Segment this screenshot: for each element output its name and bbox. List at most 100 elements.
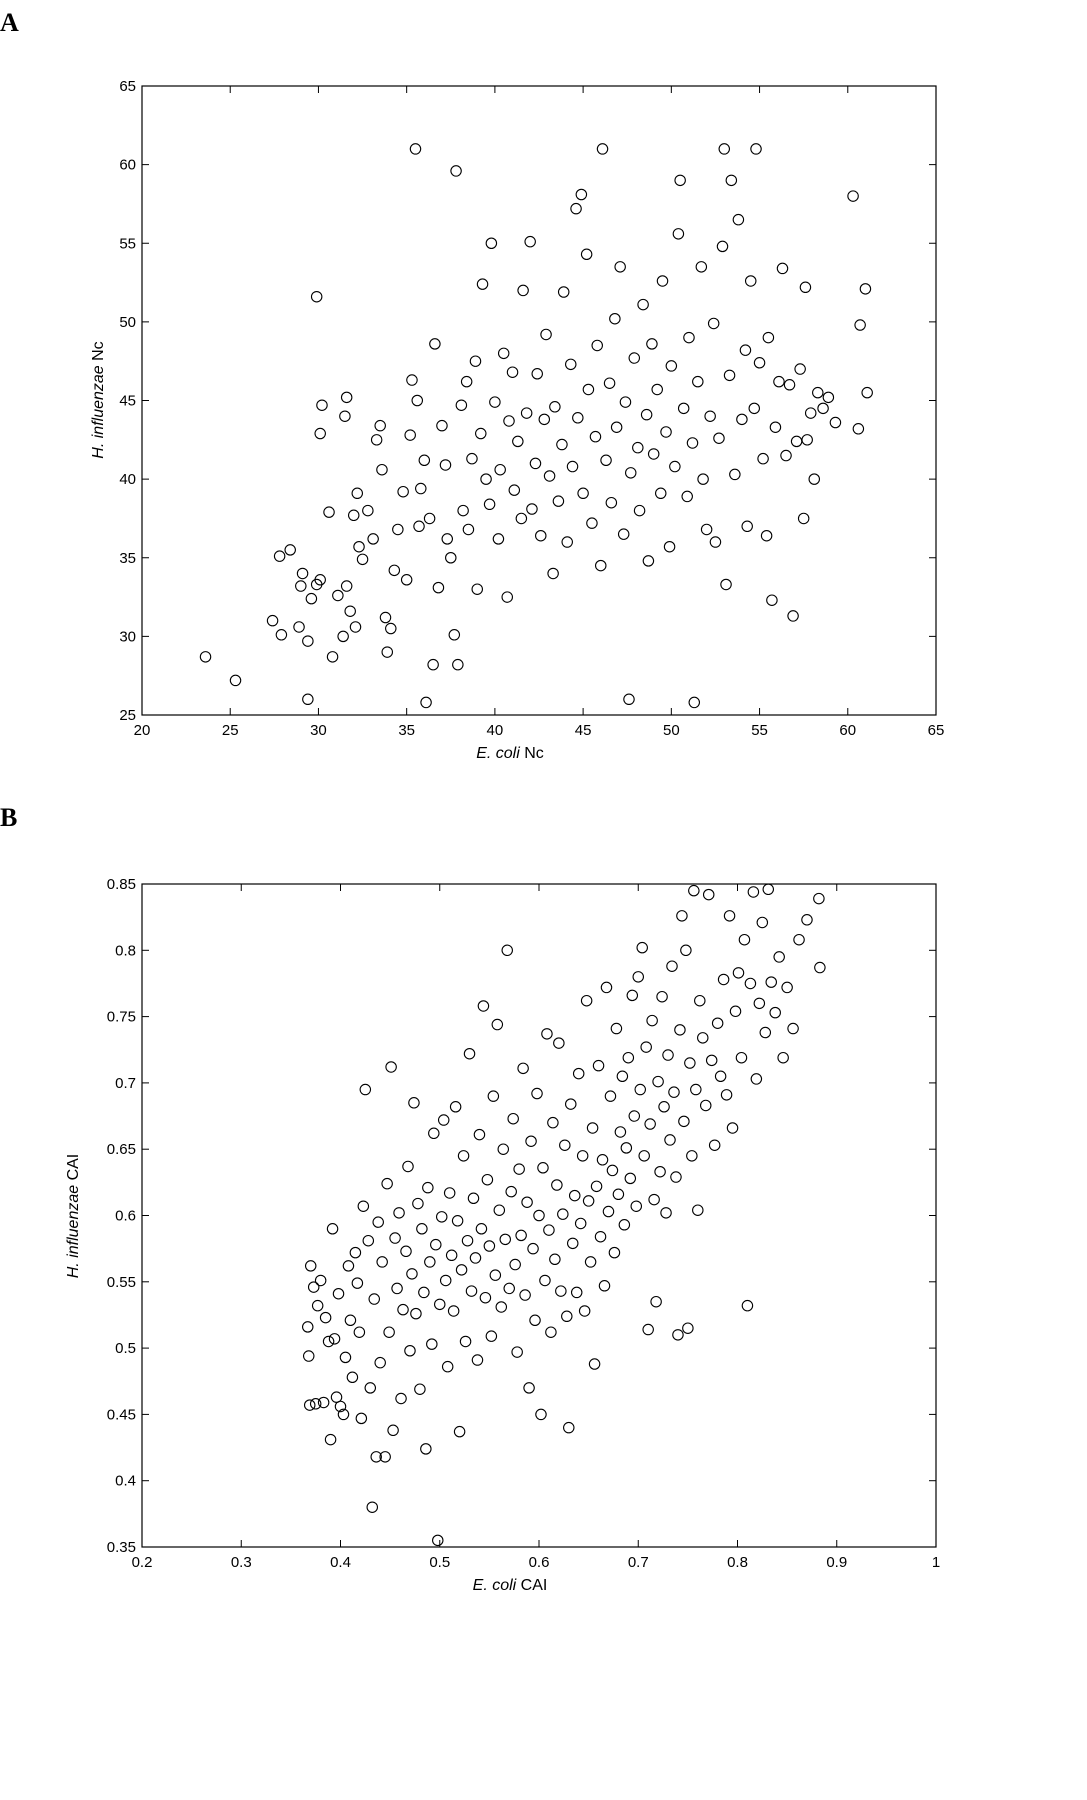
data-point: [732, 967, 745, 979]
data-point: [494, 463, 506, 476]
data-point: [469, 355, 482, 367]
data-point: [663, 540, 676, 553]
data-point: [332, 589, 344, 602]
data-point: [517, 284, 529, 297]
data-point: [736, 413, 748, 426]
data-point: [388, 564, 401, 577]
data-point: [714, 1070, 727, 1083]
data-point: [676, 910, 688, 922]
data-point: [600, 981, 613, 994]
data-point: [353, 1326, 366, 1338]
data-point: [854, 319, 866, 331]
data-point: [557, 1208, 569, 1220]
data-point: [404, 429, 416, 441]
data-point: [435, 1211, 448, 1223]
data-point: [623, 693, 635, 706]
data-point: [568, 1189, 581, 1202]
data-point: [509, 1258, 521, 1271]
data-point: [385, 1061, 397, 1073]
data-point: [376, 463, 388, 476]
data-point: [555, 1285, 567, 1297]
data-point: [538, 413, 551, 426]
data-point: [535, 529, 547, 542]
data-point: [391, 1282, 403, 1295]
data-point: [628, 1110, 641, 1122]
data-point: [654, 1165, 666, 1178]
data-point: [547, 1116, 559, 1129]
data-point: [559, 1139, 571, 1151]
data-point: [381, 646, 394, 658]
data-point: [459, 1335, 472, 1348]
data-point: [531, 1087, 543, 1100]
data-point: [400, 1245, 412, 1258]
data-point: [547, 567, 559, 580]
data-point: [814, 961, 826, 974]
data-point: [529, 457, 542, 470]
data-point: [787, 610, 799, 622]
data-point: [455, 399, 468, 411]
data-point: [508, 484, 521, 496]
data-point: [741, 520, 753, 533]
panel-letter-a: A: [0, 8, 19, 37]
data-point: [445, 551, 457, 564]
data-point: [725, 174, 738, 187]
data-point: [636, 941, 648, 954]
data-point: [342, 1260, 355, 1272]
data-point: [678, 1115, 690, 1128]
data-point: [553, 1037, 565, 1049]
data-point: [323, 506, 335, 518]
data-point: [656, 275, 669, 287]
data-point: [525, 1135, 537, 1147]
data-point: [753, 997, 766, 1010]
data-point: [672, 228, 685, 240]
data-point: [666, 960, 678, 972]
data-point: [305, 592, 318, 605]
data-point: [760, 529, 773, 542]
data-point: [606, 1164, 619, 1177]
data-point: [347, 509, 360, 522]
data-point: [694, 994, 706, 1007]
data-point: [697, 1032, 709, 1044]
data-point: [469, 1252, 482, 1264]
data-point: [541, 1028, 553, 1040]
data-point: [422, 1181, 434, 1194]
data-point: [723, 369, 736, 382]
panel-letter-b: B: [0, 803, 18, 832]
data-point: [584, 1256, 597, 1268]
data-point: [370, 1451, 382, 1463]
data-point: [681, 490, 693, 503]
data-point: [503, 1282, 515, 1295]
data-point: [439, 1274, 452, 1287]
data-point: [580, 994, 593, 1007]
data-point: [497, 347, 510, 360]
data-point: [531, 368, 543, 380]
data-point: [353, 540, 365, 553]
data-point: [647, 448, 660, 460]
y-tick-label: 0.8: [115, 942, 136, 959]
y-tick-label: 50: [119, 314, 136, 331]
data-point: [589, 430, 602, 443]
data-point: [711, 1017, 724, 1029]
data-point: [705, 1054, 718, 1067]
data-point: [411, 394, 424, 407]
data-point: [609, 312, 621, 325]
data-point: [433, 1298, 446, 1311]
data-point: [450, 165, 462, 177]
data-point: [859, 283, 872, 295]
data-point: [529, 1314, 541, 1327]
data-point: [311, 1299, 324, 1312]
data-point: [515, 512, 528, 525]
data-point: [406, 374, 418, 386]
data-point: [439, 459, 452, 471]
data-point: [582, 383, 595, 396]
data-point: [586, 1122, 599, 1134]
data-point: [383, 1326, 395, 1338]
data-point: [801, 914, 813, 926]
data-point: [713, 432, 725, 444]
data-point: [379, 1451, 391, 1463]
data-point: [790, 435, 803, 448]
data-point: [633, 504, 646, 517]
data-point: [376, 1256, 388, 1268]
data-point: [483, 1240, 496, 1252]
data-point: [337, 1408, 350, 1421]
